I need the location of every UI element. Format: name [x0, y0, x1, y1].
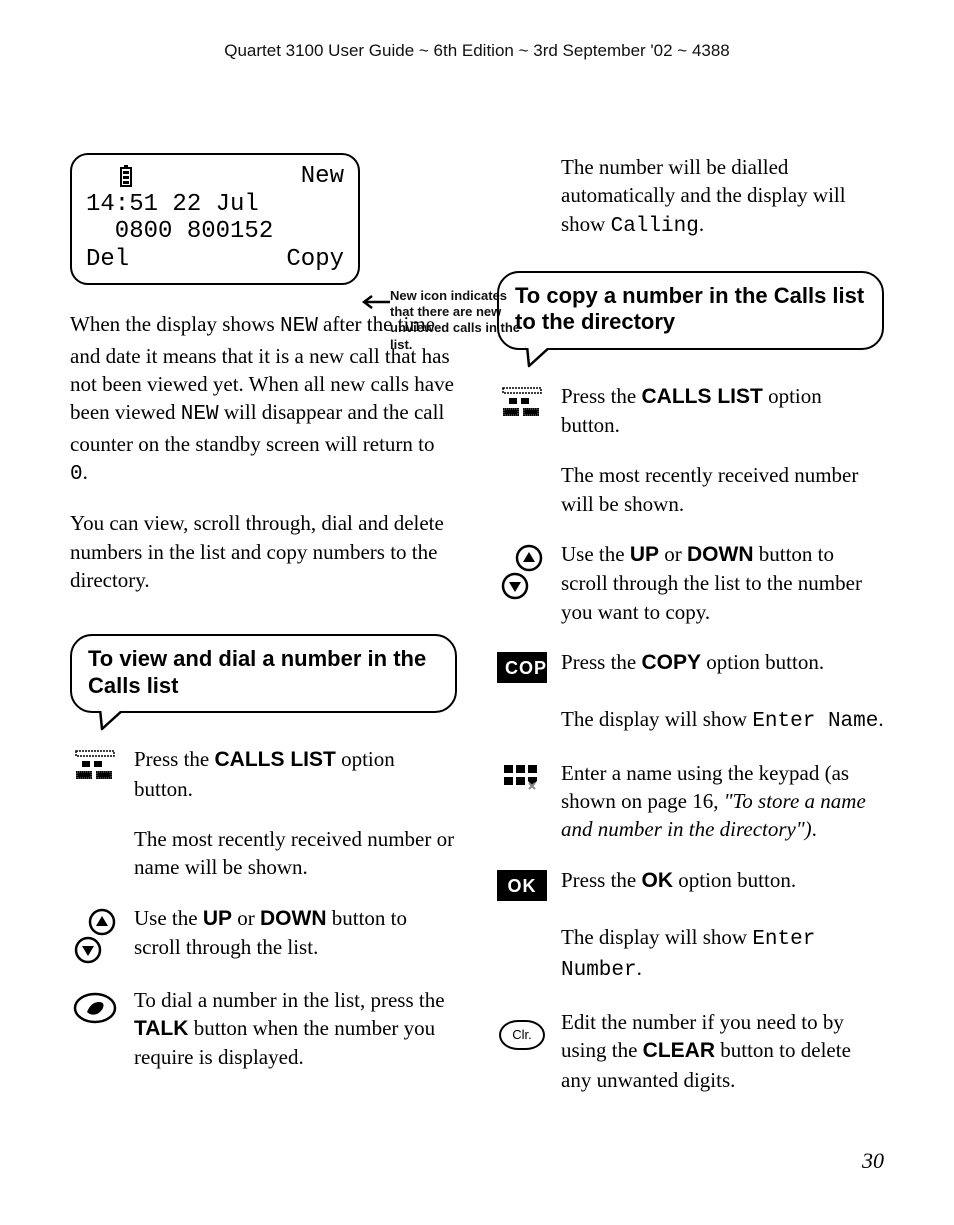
- calls-list-icon: [501, 386, 543, 418]
- talk-icon: [73, 990, 117, 1026]
- up-down-icon: [499, 544, 545, 600]
- lcd-del-label: Del: [86, 246, 129, 274]
- clear-button-icon: Clr.: [499, 1020, 545, 1050]
- lcd-new-label: New: [301, 163, 344, 191]
- step-enter-name: The display will show Enter Name.: [497, 705, 884, 736]
- step-keypad: Enter a name using the keypad (as shown …: [497, 759, 884, 844]
- step-calls-list-2: Press the CALLS LIST option button.: [497, 382, 884, 440]
- up-down-icon: [72, 908, 118, 964]
- page-header: Quartet 3100 User Guide ~ 6th Edition ~ …: [70, 40, 884, 63]
- step-copy-button: COPY Press the COPY option button.: [497, 648, 884, 683]
- lcd-line-1: 14:51 22 Jul: [86, 191, 344, 219]
- page-number: 30: [70, 1146, 884, 1176]
- copy-option-badge: COPY: [497, 652, 547, 683]
- calls-list-icon: [74, 749, 116, 781]
- step-updown-2: Use the UP or DOWN button to scroll thro…: [497, 540, 884, 626]
- left-para-2: You can view, scroll through, dial and d…: [70, 509, 457, 594]
- lcd-line-2: 0800 800152: [86, 218, 344, 246]
- callout-tail-icon: [524, 346, 554, 368]
- step-calls-list: Press the CALLS LIST option button.: [70, 745, 457, 803]
- callout-tail-icon: [97, 709, 127, 731]
- left-column: New icon indicates that there are new un…: [70, 153, 457, 1116]
- step-ok-button: OK Press the OK option button.: [497, 866, 884, 901]
- step-clear: Clr. Edit the number if you need to by u…: [497, 1008, 884, 1094]
- callout-copy-number: To copy a number in the Calls list to th…: [497, 271, 884, 350]
- content-columns: New icon indicates that there are new un…: [70, 153, 884, 1116]
- arrow-icon: [360, 295, 394, 309]
- step-enter-number: The display will show Enter Number.: [497, 923, 884, 986]
- lcd-copy-label: Copy: [286, 246, 344, 274]
- step-recent-shown-2: The most recently received number will b…: [497, 461, 884, 518]
- right-column: The number will be dialled automatically…: [497, 153, 884, 1116]
- step-dialled: The number will be dialled automatically…: [497, 153, 884, 241]
- step-updown: Use the UP or DOWN button to scroll thro…: [70, 904, 457, 964]
- lcd-display: New 14:51 22 Jul 0800 800152 Del Copy: [70, 153, 360, 285]
- step-recent-shown: The most recently received number or nam…: [70, 825, 457, 882]
- battery-icon: [118, 165, 134, 187]
- ok-option-badge: OK: [497, 870, 547, 901]
- keypad-icon: [502, 763, 542, 795]
- callout-view-dial: To view and dial a number in the Calls l…: [70, 634, 457, 713]
- step-talk: To dial a number in the list, press the …: [70, 986, 457, 1072]
